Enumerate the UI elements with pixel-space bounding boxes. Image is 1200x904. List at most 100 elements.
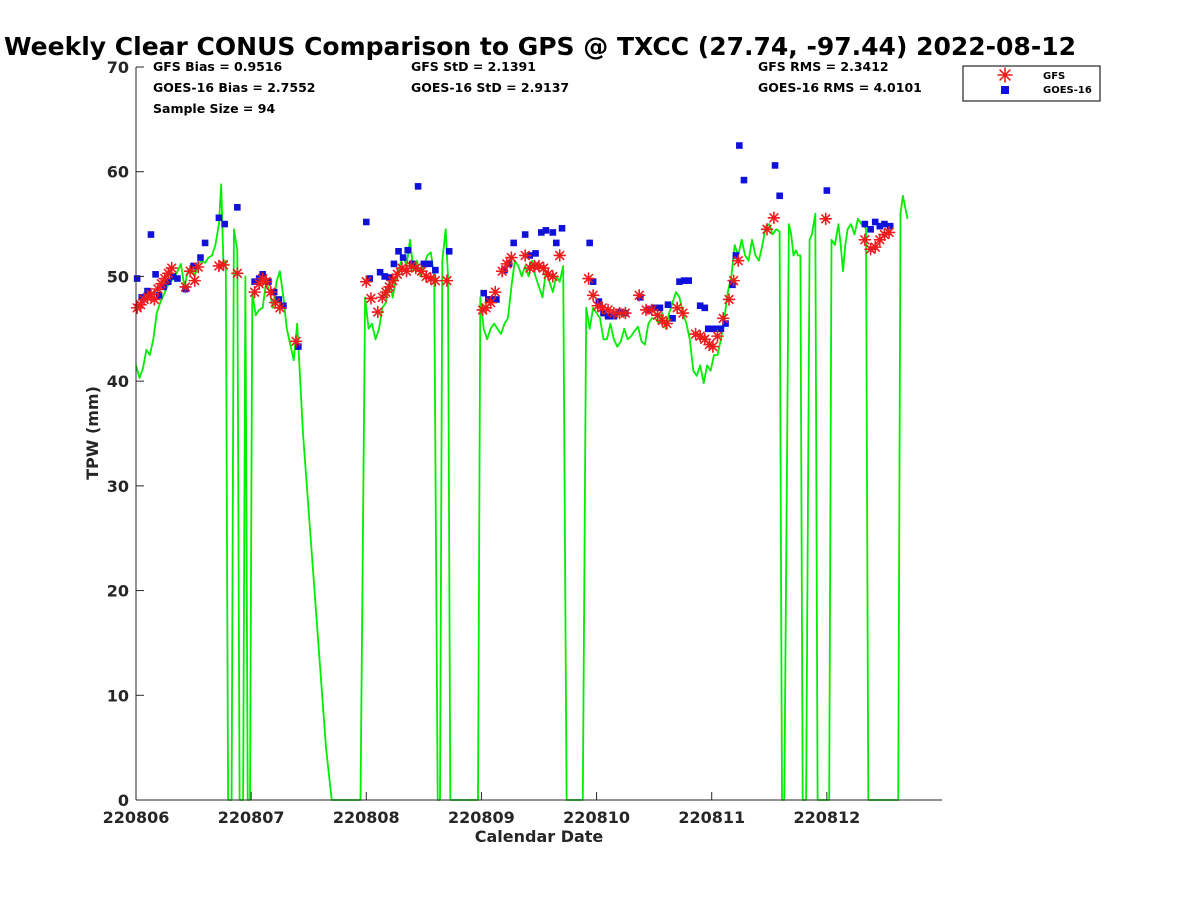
goes-16-point <box>740 176 748 184</box>
goes-16-point <box>493 296 500 303</box>
gfs-point <box>632 288 646 302</box>
gfs-point <box>148 293 161 306</box>
goes-16-point <box>538 229 545 236</box>
plot-area <box>130 67 942 801</box>
gfs-point <box>179 280 192 294</box>
plot-background <box>136 67 942 800</box>
goes-16-point <box>190 262 197 270</box>
gfs-point <box>188 274 202 287</box>
gfs-point <box>868 240 882 254</box>
x-tick-label: 220812 <box>793 808 860 827</box>
goes-16-point <box>664 301 672 309</box>
x-tick-label: 220806 <box>103 808 170 827</box>
gfs-point <box>722 293 736 306</box>
chart-title: Weekly Clear CONUS Comparison to GPS @ T… <box>4 32 1076 61</box>
gfs-point <box>400 264 413 278</box>
gfs-point <box>505 251 518 264</box>
gps-line <box>135 183 909 801</box>
gfs-point <box>546 270 560 283</box>
goes-16-point <box>295 343 302 350</box>
goes-16-point <box>680 277 688 284</box>
goes-16-point <box>480 289 488 297</box>
goes-16-point <box>445 247 453 255</box>
gfs-point <box>383 280 396 294</box>
gfs-series <box>130 211 896 353</box>
x-tick-label: 220811 <box>678 808 745 827</box>
goes-16-point <box>390 260 398 268</box>
y-tick-label: 70 <box>107 58 129 77</box>
gfs-point <box>727 274 740 287</box>
y-axis-label: TPW (mm) <box>83 386 102 480</box>
goes-16-point <box>399 254 407 261</box>
goes-16-point <box>676 278 683 285</box>
gfs-point <box>582 272 595 285</box>
goes-16-point <box>432 266 439 274</box>
goes-16-point <box>521 231 529 238</box>
goes-16-point <box>881 220 888 228</box>
gfs-point <box>183 264 197 278</box>
goes-16-point <box>488 296 496 303</box>
statistics-annotations: GFS Bias = 0.9516 GOES-16 Bias = 2.7552 … <box>153 59 922 116</box>
goes-16-point <box>771 162 779 169</box>
goes-16-point <box>362 218 370 226</box>
goes-16-point <box>696 302 704 310</box>
goes-rms-text: GOES-16 RMS = 4.0101 <box>758 80 922 95</box>
goes-16-point <box>280 302 287 310</box>
gfs-point <box>660 317 674 330</box>
x-axis-ticks: 220806 220807 220808 220809 220810 220811 2208… <box>103 792 860 827</box>
y-tick-label: 40 <box>107 372 129 391</box>
gfs-point <box>858 233 872 247</box>
gps-series <box>135 183 909 801</box>
goes-16-point <box>549 229 557 236</box>
goes-16-point <box>376 268 384 276</box>
goes-16-point <box>420 260 428 268</box>
goes-16-point <box>510 239 517 247</box>
goes-16-point <box>404 246 412 254</box>
x-tick-label: 220810 <box>563 808 630 827</box>
goes-16-point <box>169 273 177 280</box>
gfs-point <box>819 212 833 226</box>
legend-gfs-label: GFS <box>1043 71 1065 82</box>
goes-16-point <box>215 214 223 222</box>
goes-std-text: GOES-16 StD = 2.9137 <box>411 80 569 95</box>
goes-16-point <box>381 273 389 280</box>
y-axis-ticks: 0 10 20 30 40 50 60 70 <box>107 58 144 810</box>
gfs-point <box>767 211 781 225</box>
y-tick-label: 20 <box>107 582 129 601</box>
goes-16-point <box>776 192 783 200</box>
legend: GFS GOES-16 <box>962 65 1101 102</box>
goes-16-point <box>736 142 743 149</box>
goes-16-point <box>234 204 241 211</box>
gfs-point <box>273 301 287 315</box>
axes: 220806 220807 220808 220809 220810 220811 2208… <box>103 58 942 827</box>
x-tick-label: 220809 <box>448 808 515 827</box>
legend-gfs-star <box>997 67 1013 83</box>
y-tick-label: 10 <box>107 686 129 705</box>
gfs-point <box>882 226 896 239</box>
goes-16-point <box>685 277 692 284</box>
goes-16-point <box>861 220 869 228</box>
goes-16-point <box>147 231 155 238</box>
legend-item-goes-16: GOES-16 <box>1001 85 1092 96</box>
x-axis-label: Calendar Date <box>475 827 604 846</box>
x-tick-label: 220808 <box>333 808 400 827</box>
gfs-point <box>371 305 385 319</box>
gfs-point <box>479 301 493 315</box>
goes-16-point <box>558 224 566 232</box>
goes-16-point <box>251 278 258 285</box>
goes-16-point <box>722 320 729 327</box>
goes-16-point <box>823 187 831 194</box>
gfs-point <box>386 274 400 287</box>
goes-16-point <box>532 250 539 257</box>
goes-16-point <box>669 315 676 322</box>
gfs-point <box>289 335 303 348</box>
goes-16-point <box>152 271 159 278</box>
legend-gfs-star-icon <box>997 67 1013 83</box>
legend-goes-16-square-icon <box>1001 86 1009 94</box>
gfs-point <box>231 266 244 280</box>
gfs-std-text: GFS StD = 2.1391 <box>411 59 536 74</box>
gfs-point <box>731 254 745 268</box>
goes-16-point <box>395 247 402 255</box>
